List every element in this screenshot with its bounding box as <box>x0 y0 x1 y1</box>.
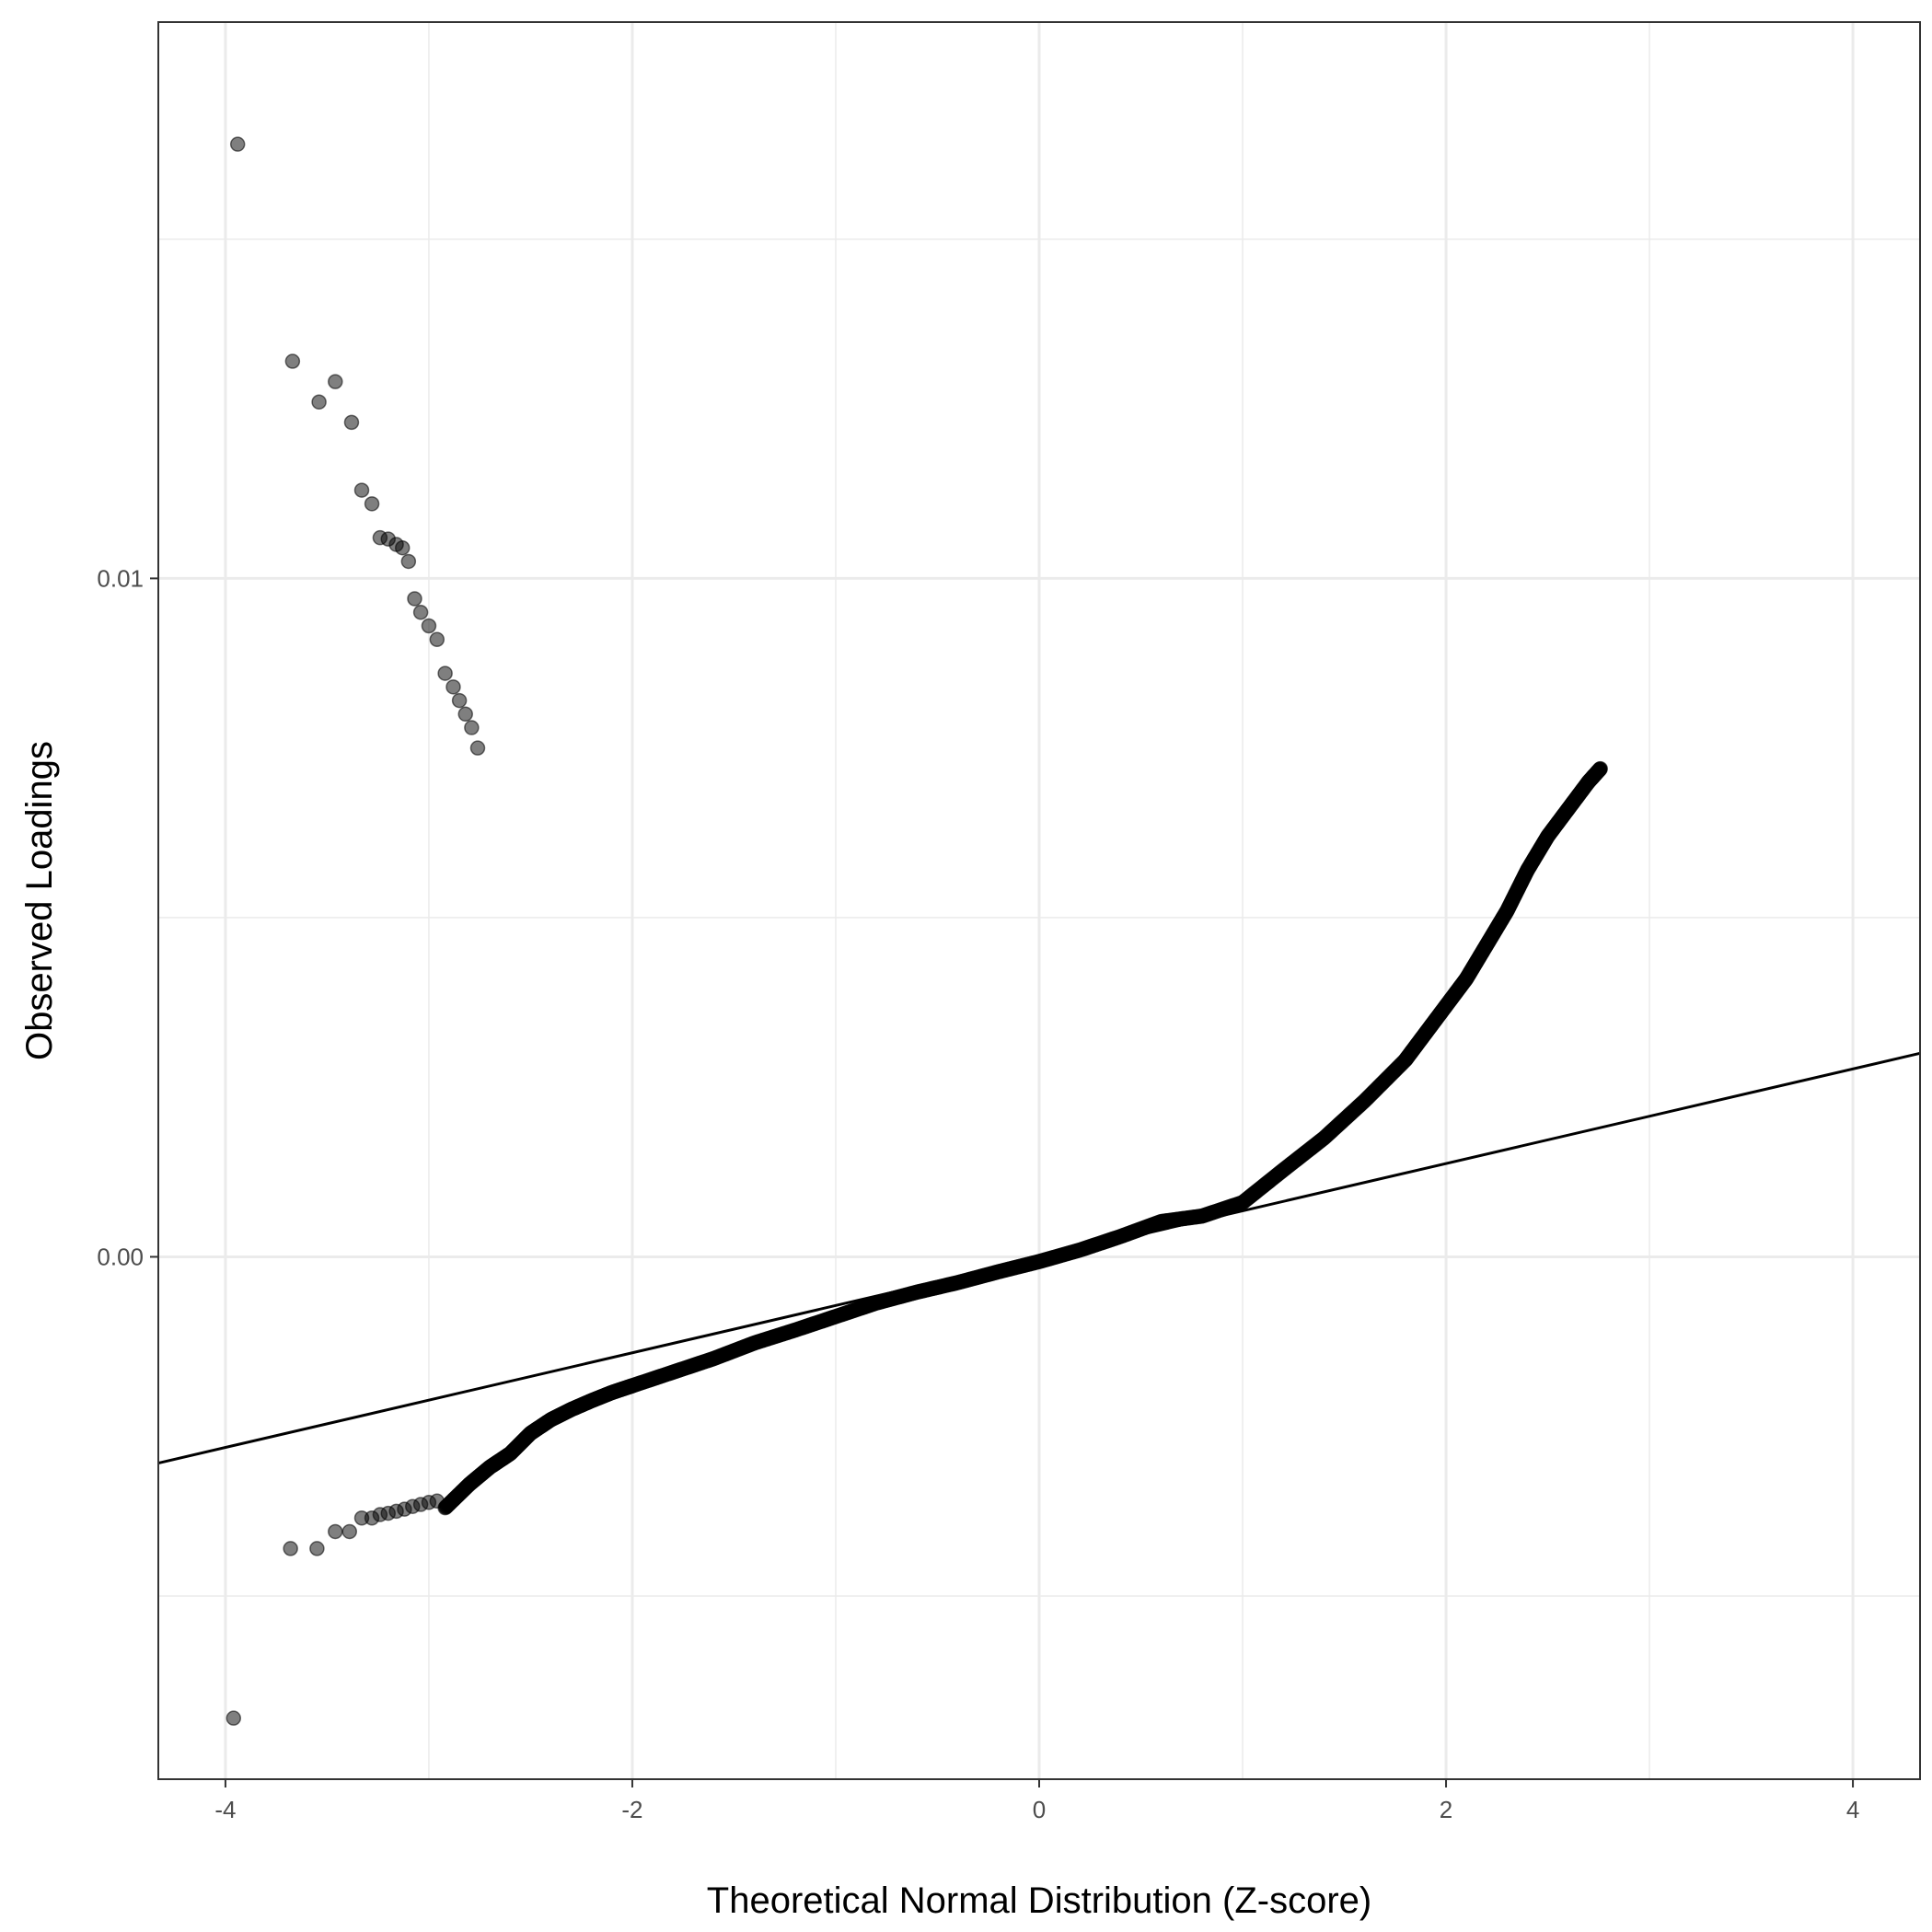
data-point <box>311 394 327 411</box>
data-point <box>400 553 417 570</box>
x-tick-label: 4 <box>1846 1796 1859 1823</box>
data-point <box>372 529 388 546</box>
y-tick-label: 0.00 <box>97 1243 144 1270</box>
data-point <box>429 631 445 647</box>
data-point <box>364 496 380 512</box>
reference-line <box>157 1051 1921 1464</box>
x-tick-label: -4 <box>214 1796 236 1823</box>
data-point <box>226 1710 242 1726</box>
data-point <box>309 1541 325 1556</box>
data-point <box>341 1523 358 1540</box>
data-point <box>343 414 360 431</box>
x-tick-label: 0 <box>1033 1796 1046 1823</box>
data-point <box>1592 760 1608 777</box>
data-point <box>353 482 370 498</box>
data-points <box>226 136 1608 1726</box>
grid-lines <box>158 22 1920 1779</box>
data-point <box>284 353 301 369</box>
data-point <box>283 1541 298 1556</box>
y-axis-title: Observed Loadings <box>19 741 60 1060</box>
data-point <box>421 618 437 634</box>
data-point <box>328 374 343 389</box>
data-point <box>457 706 473 723</box>
x-axis-title: Theoretical Normal Distribution (Z-score… <box>707 1880 1371 1921</box>
data-point <box>464 720 480 735</box>
data-point <box>429 1493 445 1510</box>
qq-reference-line <box>157 1051 1921 1464</box>
y-axis-ticks: 0.00 0.01 <box>97 564 158 1270</box>
data-point <box>328 1523 343 1540</box>
data-point <box>412 604 429 620</box>
data-point <box>445 679 461 695</box>
data-point <box>451 692 468 709</box>
x-tick-label: 2 <box>1440 1796 1452 1823</box>
data-point <box>229 136 246 152</box>
data-point <box>437 665 453 681</box>
y-tick-label: 0.01 <box>97 564 144 592</box>
data-point <box>407 591 422 607</box>
data-point <box>469 740 486 756</box>
x-axis-ticks: -4 -2 0 2 4 <box>214 1779 1859 1823</box>
x-tick-label: -2 <box>621 1796 642 1823</box>
